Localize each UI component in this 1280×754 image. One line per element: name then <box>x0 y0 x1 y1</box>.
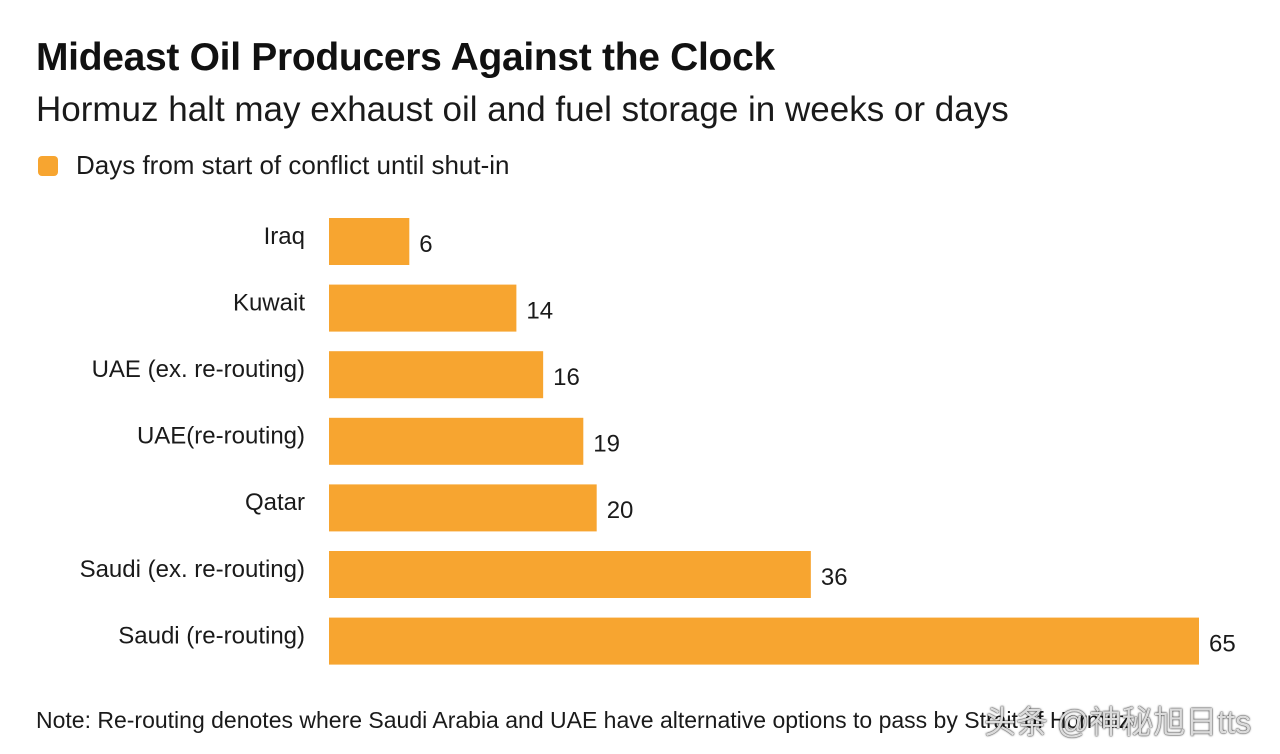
value-label-kuwait: 14 <box>526 297 553 324</box>
chart-title: Mideast Oil Producers Against the Clock <box>36 36 775 79</box>
legend-label: Days from start of conflict until shut-i… <box>76 150 510 180</box>
chart-note: Note: Re-routing denotes where Saudi Ara… <box>36 707 1131 733</box>
category-label-uae-re-routing: UAE(re-routing) <box>137 423 305 450</box>
value-label-saudi-re-routing: 65 <box>1209 630 1236 657</box>
watermark: 头条 @神秘旭日tts <box>984 704 1252 740</box>
value-label-uae-ex-re-routing: 16 <box>553 364 580 391</box>
bar-uae-ex-re-routing <box>329 351 544 399</box>
legend-swatch <box>38 155 58 176</box>
bar-chart: Iraq 6 Kuwait 14 UAE (ex. re-routing) 16 UAE(r… <box>80 218 1236 665</box>
value-label-iraq: 6 <box>419 231 432 258</box>
bar-saudi-ex-re-routing <box>329 551 811 598</box>
value-label-uae-re-routing: 19 <box>593 431 620 458</box>
category-label-saudi-re-routing: Saudi (re-routing) <box>118 622 305 649</box>
legend: Days from start of conflict until shut-i… <box>38 150 509 181</box>
category-label-saudi-ex-re-routing: Saudi (ex. re-routing) <box>80 556 305 583</box>
value-label-saudi-ex-re-routing: 36 <box>821 564 848 591</box>
value-label-qatar: 20 <box>607 497 634 524</box>
bar-uae-re-routing <box>329 417 584 465</box>
category-label-qatar: Qatar <box>245 489 305 516</box>
category-label-iraq: Iraq <box>264 223 305 250</box>
category-label-uae-ex-re-routing: UAE (ex. re-routing) <box>92 356 305 383</box>
category-label-kuwait: Kuwait <box>233 289 305 316</box>
bar-iraq <box>329 218 410 265</box>
bar-kuwait <box>329 284 517 332</box>
bar-saudi-re-routing <box>329 617 1199 665</box>
chart-subtitle: Hormuz halt may exhaust oil and fuel sto… <box>36 90 1009 129</box>
bar-qatar <box>329 484 597 532</box>
